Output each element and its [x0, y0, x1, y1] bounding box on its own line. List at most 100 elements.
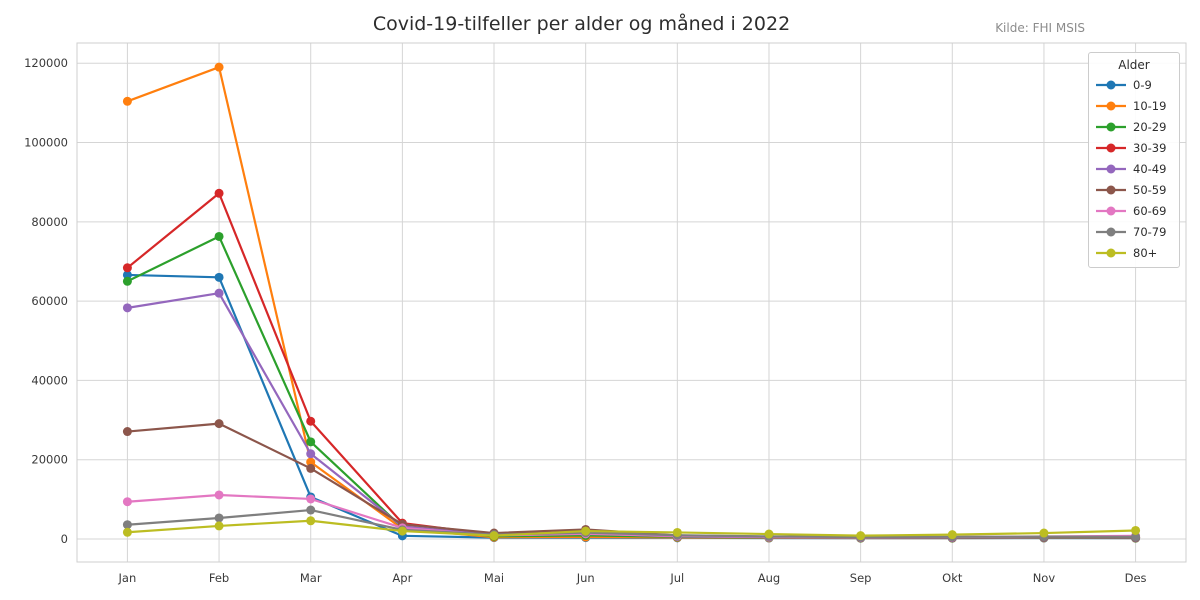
axes-spines: [76, 42, 1187, 563]
legend-marker-icon: [1096, 164, 1126, 173]
legend-label: 80+: [1133, 245, 1158, 260]
legend-title: Alder: [1118, 58, 1150, 72]
data-point-0-9-Feb: [214, 272, 224, 282]
x-tick-label-Des: Des: [1125, 571, 1147, 585]
legend-marker-icon: [1096, 227, 1126, 236]
legend-item-10-19: 10-19: [1089, 95, 1179, 116]
x-tick-label-Apr: Apr: [392, 571, 412, 585]
data-point-20-29-Mar: [306, 437, 316, 447]
x-tick-label-Mar: Mar: [300, 571, 322, 585]
data-point-10-19-Feb: [214, 62, 224, 72]
legend-marker-icon: [1096, 80, 1126, 89]
data-point-60-69-Mar: [306, 494, 316, 504]
data-point-80+-Feb: [214, 521, 224, 531]
data-point-80+-Aug: [764, 529, 774, 539]
legend: Alder 0-9 10-19 20-29 30-39 40-49 50-59 60-69 7…: [1088, 52, 1180, 268]
data-point-0-9-Jan: [122, 270, 132, 280]
data-point-80+-Okt: [947, 530, 957, 540]
data-point-50-59-Mar: [306, 463, 316, 473]
legend-item-70-79: 70-79: [1089, 221, 1179, 242]
data-point-80+-Jan: [122, 527, 132, 537]
data-point-80+-Sep: [856, 531, 866, 541]
data-point-50-59-Feb: [214, 419, 224, 429]
y-tick-label-0: 0: [61, 532, 68, 546]
data-point-10-19-Jan: [122, 96, 132, 106]
x-tick-label-Mai: Mai: [484, 571, 504, 585]
legend-label: 50-59: [1133, 182, 1167, 197]
legend-label: 20-29: [1133, 119, 1167, 134]
series-80+: [122, 516, 1141, 541]
data-point-80+-Jul: [672, 527, 682, 537]
x-tick-label-Okt: Okt: [942, 571, 963, 585]
legend-item-0-9: 0-9: [1089, 74, 1179, 95]
y-tick-label-40000: 40000: [31, 373, 68, 387]
legend-marker-icon: [1096, 101, 1126, 110]
data-point-80+-Jun: [581, 526, 591, 536]
x-tick-label-Aug: Aug: [758, 571, 780, 585]
legend-item-40-49: 40-49: [1089, 158, 1179, 179]
data-point-80+-Des: [1131, 525, 1141, 535]
series-line-70-79: [127, 508, 1136, 539]
legend-label: 60-69: [1133, 203, 1167, 218]
y-tick-label-100000: 100000: [24, 136, 68, 150]
x-tick-label-Nov: Nov: [1033, 571, 1056, 585]
data-point-80+-Mar: [306, 516, 316, 526]
data-point-30-39-Feb: [214, 188, 224, 198]
legend-label: 70-79: [1133, 224, 1167, 239]
y-tick-label-80000: 80000: [31, 215, 68, 229]
series-line-50-59: [127, 422, 1136, 539]
series-line-10-19: [127, 66, 1136, 540]
data-point-80+-Mai: [489, 531, 499, 541]
legend-label: 0-9: [1133, 77, 1152, 92]
x-tick-label-Jul: Jul: [669, 571, 684, 585]
series-line-80+: [127, 519, 1136, 537]
legend-item-20-29: 20-29: [1089, 116, 1179, 137]
x-tick-label-Jan: Jan: [118, 571, 137, 585]
chart-title: Covid-19-tilfeller per alder og måned i …: [372, 13, 791, 35]
series-line-30-39: [126, 192, 1136, 539]
data-point-60-69-Jan: [122, 497, 132, 507]
data-point-70-79-Mar: [306, 505, 316, 515]
data-point-30-39-Mar: [306, 416, 316, 426]
legend-marker-icon: [1096, 185, 1126, 194]
legend-marker-icon: [1096, 248, 1126, 257]
y-tick-label-20000: 20000: [31, 453, 68, 467]
series-line-20-29: [126, 235, 1136, 539]
y-tick-label-120000: 120000: [24, 56, 68, 70]
data-point-40-49-Mar: [306, 449, 316, 459]
data-point-80+-Nov: [1039, 528, 1049, 538]
gridlines: [77, 43, 1186, 562]
data-point-70-79-Jan: [122, 520, 132, 530]
legend-marker-icon: [1096, 206, 1126, 215]
data-point-20-29-Jan: [122, 276, 132, 286]
series-10-19: [122, 62, 1141, 543]
series-20-29: [122, 231, 1141, 543]
legend-item-50-59: 50-59: [1089, 179, 1179, 200]
y-axis-tick-labels: 0 20000 40000 60000 80000 100000 120000: [24, 56, 68, 546]
x-tick-label-Jun: Jun: [576, 571, 595, 585]
legend-marker-icon: [1096, 143, 1126, 152]
y-tick-label-60000: 60000: [31, 294, 68, 308]
data-point-40-49-Jan: [122, 303, 132, 313]
source-label: Kilde: FHI MSIS: [995, 21, 1085, 35]
legend-marker-icon: [1096, 122, 1126, 131]
data-point-70-79-Des: [1131, 532, 1141, 542]
legend-item-60-69: 60-69: [1089, 200, 1179, 221]
data-point-50-59-Jan: [122, 427, 132, 437]
data-point-70-79-Feb: [214, 513, 224, 523]
legend-item-80+: 80+: [1089, 242, 1179, 263]
series-line-40-49: [127, 292, 1136, 539]
legend-items: 0-9 10-19 20-29 30-39 40-49 50-59 60-69 70-79 80…: [1089, 74, 1179, 263]
data-point-80+-Apr: [397, 526, 407, 536]
x-tick-label-Feb: Feb: [209, 571, 229, 585]
x-axis-tick-labels: Jan Feb Mar Apr Mai Jun Jul Aug Sep Okt Nov Des: [118, 571, 1147, 585]
data-point-60-69-Feb: [214, 490, 224, 500]
legend-label: 10-19: [1133, 98, 1167, 113]
legend-label: 40-49: [1133, 161, 1167, 176]
series-line-0-9: [127, 273, 1136, 540]
legend-label: 30-39: [1133, 140, 1167, 155]
data-point-30-39-Jan: [122, 263, 132, 273]
data-point-40-49-Feb: [214, 288, 224, 298]
